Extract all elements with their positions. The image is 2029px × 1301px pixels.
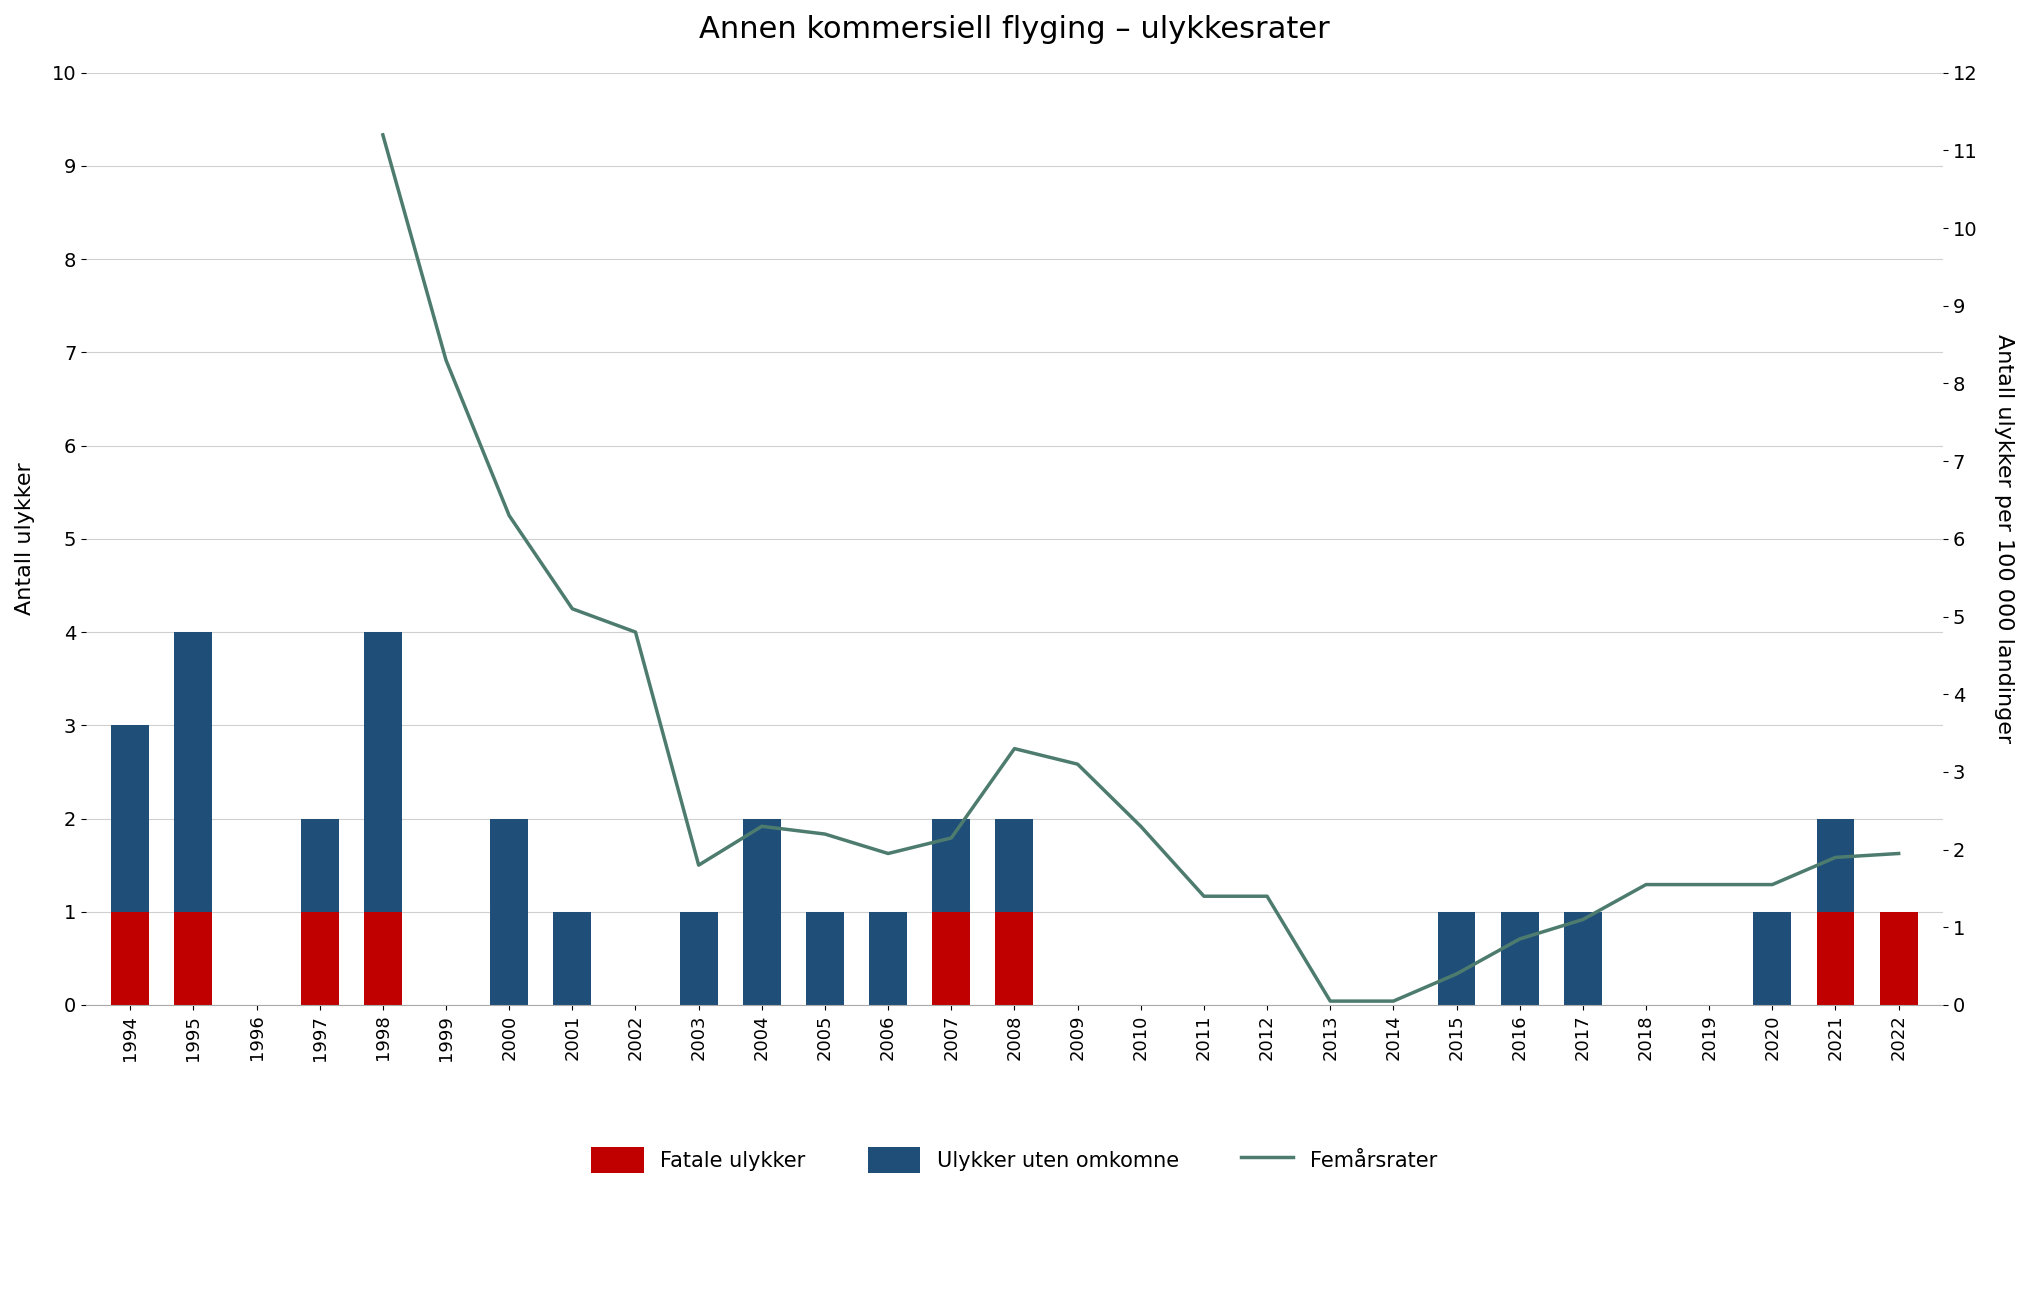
Bar	[868, 912, 907, 1004]
Femårsrater	[1824, 850, 1848, 865]
Bar	[300, 818, 339, 912]
Line: Femårsrater: Femårsrater	[383, 135, 1899, 1000]
Femårsrater	[939, 830, 964, 846]
Femårsrater	[877, 846, 901, 861]
Femårsrater	[686, 857, 710, 873]
Y-axis label: Antall ulykker per 100 000 landinger: Antall ulykker per 100 000 landinger	[1995, 334, 2015, 743]
Femårsrater	[814, 826, 838, 842]
Femårsrater	[1445, 967, 1469, 982]
Bar	[363, 912, 402, 1004]
Bar	[300, 912, 339, 1004]
Femårsrater	[1002, 740, 1027, 756]
Bar	[1501, 912, 1538, 1004]
Femårsrater	[1191, 889, 1215, 904]
Femårsrater	[1128, 818, 1152, 834]
Femårsrater	[1570, 912, 1595, 928]
Femårsrater	[497, 507, 521, 523]
Femårsrater	[1633, 877, 1658, 892]
Bar	[112, 726, 150, 912]
Femårsrater	[1887, 846, 1911, 861]
Bar	[933, 912, 970, 1004]
Bar	[996, 818, 1033, 912]
Bar	[174, 912, 213, 1004]
Y-axis label: Antall ulykker: Antall ulykker	[14, 462, 34, 615]
Bar	[491, 818, 528, 1004]
Bar	[996, 912, 1033, 1004]
Bar	[1753, 912, 1792, 1004]
Femårsrater	[1508, 932, 1532, 947]
Femårsrater	[1254, 889, 1278, 904]
Bar	[1816, 818, 1855, 912]
Bar	[112, 912, 150, 1004]
Femårsrater	[560, 601, 584, 617]
Femårsrater	[434, 353, 459, 368]
Bar	[680, 912, 718, 1004]
Femårsrater	[623, 624, 647, 640]
Bar	[174, 632, 213, 912]
Bar	[1439, 912, 1475, 1004]
Legend: Fatale ulykker, Ulykker uten omkomne, Femårsrater: Fatale ulykker, Ulykker uten omkomne, Fe…	[582, 1138, 1447, 1181]
Title: Annen kommersiell flyging – ulykkesrater: Annen kommersiell flyging – ulykkesrater	[700, 16, 1329, 44]
Bar	[1816, 912, 1855, 1004]
Femårsrater	[749, 818, 773, 834]
Bar	[363, 632, 402, 912]
Femårsrater	[1696, 877, 1721, 892]
Femårsrater	[1319, 993, 1343, 1008]
Bar	[1879, 912, 1917, 1004]
Femårsrater	[371, 127, 396, 143]
Femårsrater	[1761, 877, 1786, 892]
Bar	[743, 818, 781, 1004]
Bar	[806, 912, 844, 1004]
Bar	[933, 818, 970, 912]
Bar	[554, 912, 590, 1004]
Bar	[1564, 912, 1601, 1004]
Femårsrater	[1065, 756, 1090, 771]
Femårsrater	[1382, 993, 1406, 1008]
